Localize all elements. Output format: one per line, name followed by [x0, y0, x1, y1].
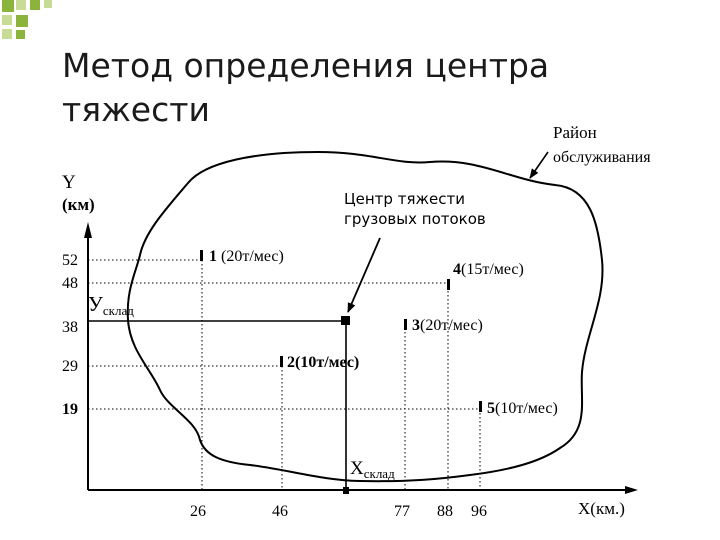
corner-square: [16, 15, 28, 27]
point-2-marker: [280, 356, 283, 367]
y-sklad-label: Усклад: [88, 292, 134, 318]
corner-square: [2, 0, 14, 12]
region-label-line-1: Район: [553, 123, 597, 142]
center-label-arrow: [347, 237, 381, 313]
point-1-volume: (20т/мес): [221, 248, 284, 265]
corner-square: [16, 30, 25, 39]
point-2-number: 2: [287, 354, 295, 371]
center-label-line-1: Центр тяжести: [344, 190, 465, 208]
y-tick-label: 38: [62, 319, 78, 336]
point-4-label: 4(15т/мес): [453, 261, 524, 278]
point-3-number: 3: [412, 317, 420, 334]
y-axis-unit-label: (км): [62, 195, 95, 214]
x-sklad-subscript: склад: [364, 466, 395, 481]
point-5-marker: [479, 401, 482, 412]
y-axis-label: Y: [62, 172, 76, 193]
y-axis-arrow: [84, 222, 92, 238]
point-5-volume: (10т/мес): [495, 400, 558, 417]
point-5-label: 5(10т/мес): [487, 400, 558, 417]
title-line-1: Метод определения центра: [62, 46, 550, 85]
corner-square: [2, 29, 12, 39]
x-tick-label: 46: [272, 503, 288, 520]
center-label-line-2: грузовых потоков: [344, 210, 486, 228]
y-tick-label: 19: [62, 401, 78, 418]
region-label-arrow: [529, 151, 549, 179]
point-1-label: 1 (20т/мес): [209, 248, 284, 265]
point-1-number: 1: [209, 248, 217, 265]
x-tick-label: 88: [437, 503, 453, 520]
x-axis-arrow: [625, 486, 638, 494]
center-of-gravity-marker: [341, 316, 350, 325]
y-tick-label: 52: [62, 252, 78, 269]
x-axis-label: X(км.): [578, 499, 625, 518]
point-2-label: 2(10т/мес): [287, 354, 359, 371]
title-line-2: тяжести: [62, 90, 210, 129]
x-tick-label: 96: [471, 503, 487, 520]
horizontal-guides: [88, 259, 480, 410]
corner-square: [30, 0, 40, 10]
point-1-marker: [200, 250, 203, 261]
corner-square: [44, 0, 52, 8]
point-5-number: 5: [487, 400, 495, 417]
point-4-volume: (15т/мес): [461, 261, 524, 278]
x-sklad-label: Хсклад: [350, 458, 395, 481]
corner-square: [16, 0, 26, 10]
y-sklad-main: У: [88, 292, 103, 316]
corner-square: [2, 15, 12, 25]
point-4-number: 4: [453, 261, 461, 278]
y-sklad-subscript: склад: [103, 303, 134, 318]
y-tick-label: 29: [62, 358, 78, 375]
service-region-outline: [126, 150, 604, 483]
point-4-marker: [447, 279, 450, 290]
x-sklad-marker: [343, 487, 349, 494]
slide-title: Метод определения центра тяжести: [62, 44, 662, 132]
x-tick-label: 77: [394, 503, 410, 520]
point-2-volume: (10т/мес): [295, 354, 359, 371]
y-tick-label: 48: [62, 275, 78, 292]
point-3-volume: (20т/мес): [420, 317, 483, 334]
point-3-marker: [404, 319, 407, 330]
region-label-line-2: обслуживания: [553, 149, 651, 166]
point-3-label: 3(20т/мес): [412, 317, 483, 334]
vertical-guides: [201, 260, 481, 490]
x-tick-label: 26: [190, 503, 206, 520]
x-sklad-main: Х: [350, 458, 364, 479]
corner-decoration: [2, 0, 52, 39]
